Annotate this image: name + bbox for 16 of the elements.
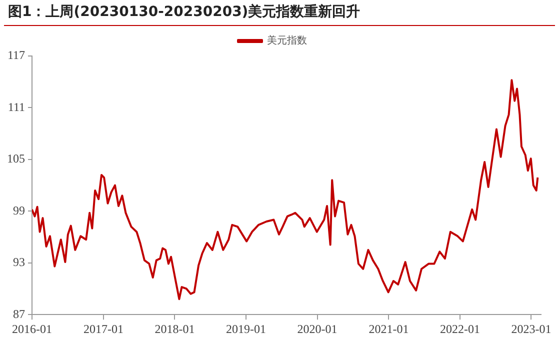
x-tick-label: 2018-01 (154, 322, 195, 336)
x-tick-label: 2017-01 (83, 322, 124, 336)
y-tick-label: 99 (13, 203, 25, 218)
x-tick-label: 2021-01 (368, 322, 409, 336)
x-tick-label: 2022-01 (440, 322, 480, 336)
y-tick-label: 117 (7, 48, 25, 62)
y-tick-label: 105 (7, 152, 25, 166)
y-tick-label: 93 (13, 255, 25, 270)
x-tick-label: 2019-01 (226, 322, 266, 336)
y-tick-label: 87 (13, 306, 25, 321)
y-tick-label: 111 (8, 100, 25, 114)
x-tick-label: 2020-01 (297, 322, 338, 336)
legend-label: 美元指数 (267, 34, 307, 47)
x-tick-label: 2023-01 (511, 322, 552, 336)
x-tick-label: 2016-01 (12, 322, 52, 336)
chart-title: 图1：上周(20230130-20230203)美元指数重新回升 (4, 0, 555, 26)
